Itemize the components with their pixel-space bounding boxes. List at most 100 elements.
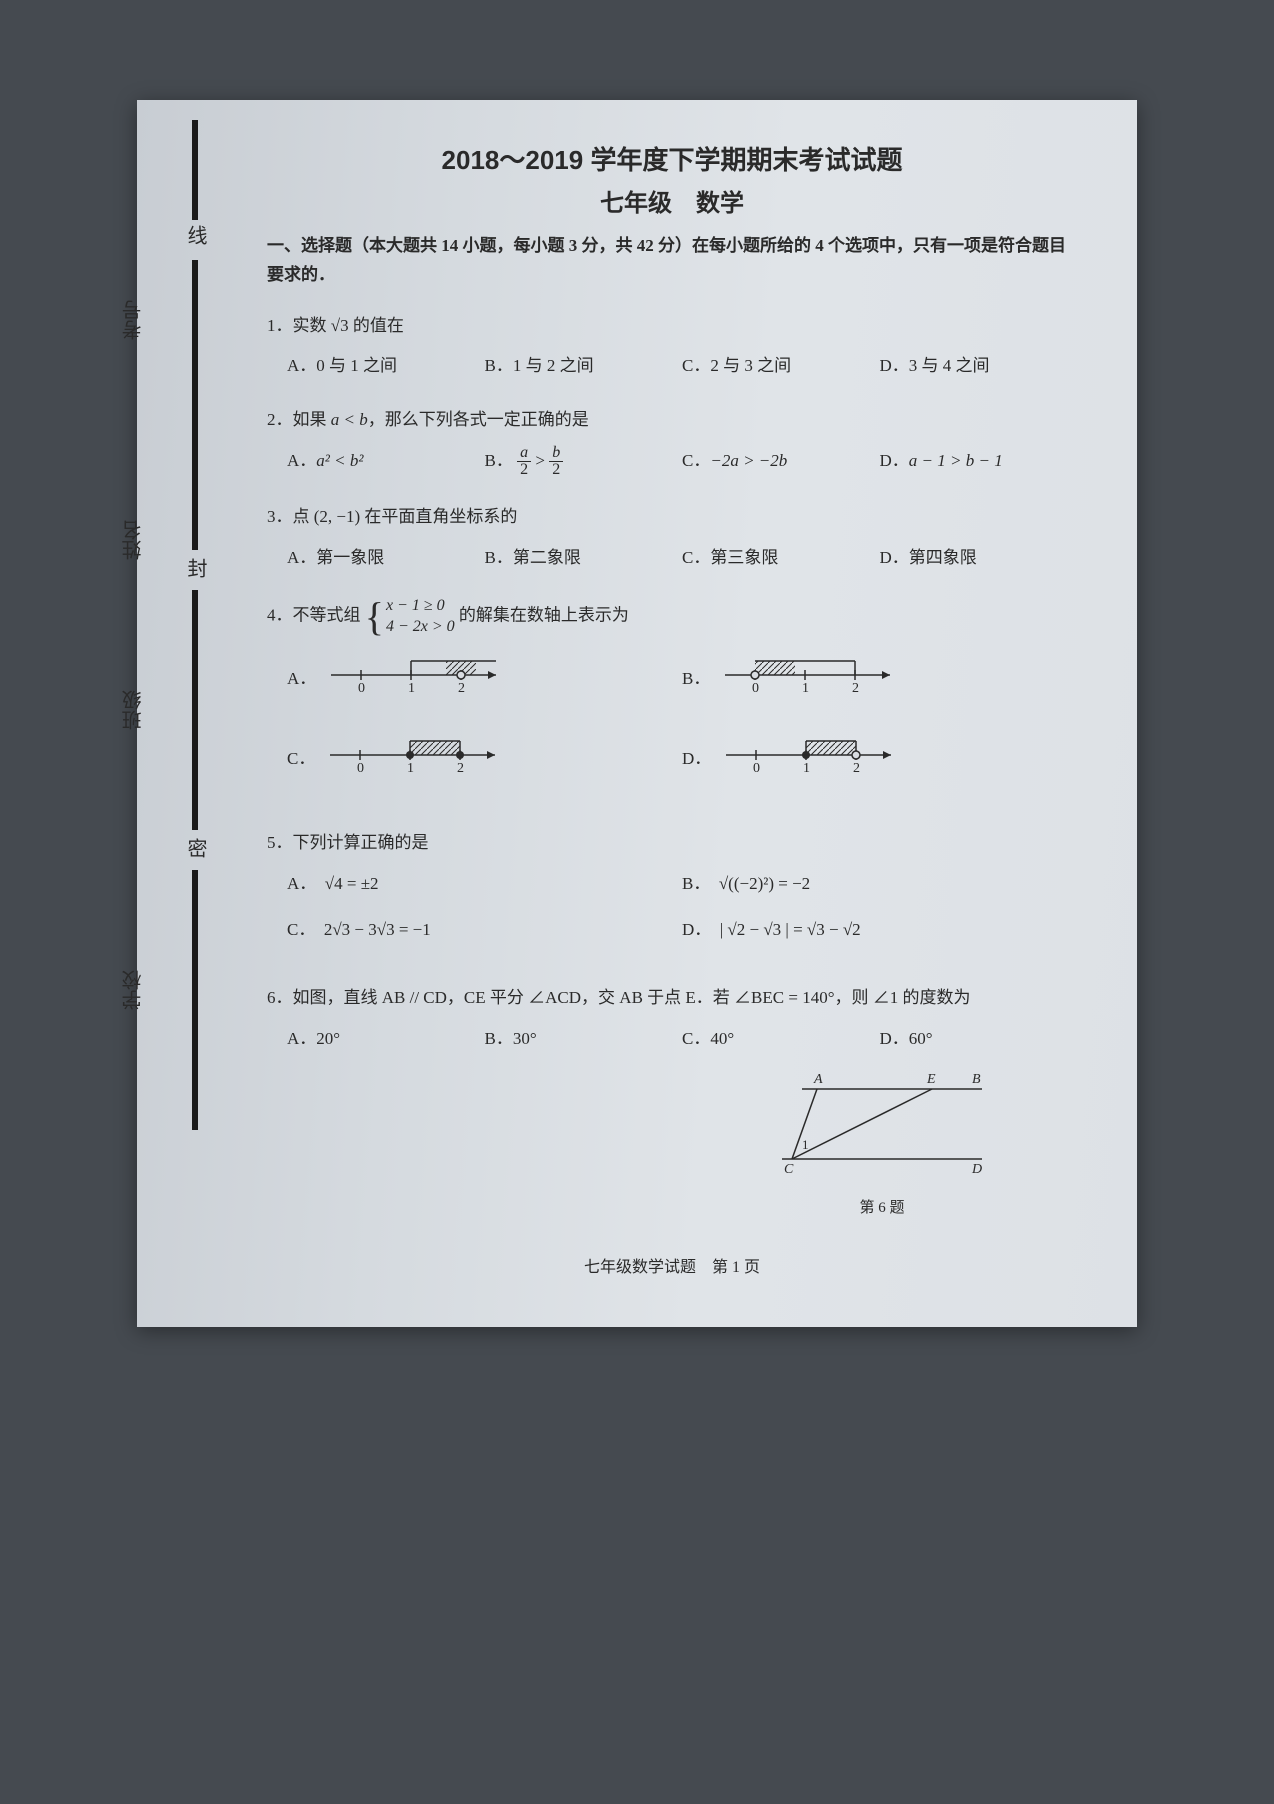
q4-stem: 4．不等式组 { x − 1 ≥ 0 4 − 2x > 0 的解集在数轴上表示为 bbox=[267, 596, 1077, 638]
q3-opt-c: C．第三象限 bbox=[682, 542, 880, 574]
q4-opt-d: D． 0 1 2 bbox=[682, 725, 1077, 775]
q2-b-frac-right: b 2 bbox=[549, 445, 563, 480]
numberline-a: 0 1 2 bbox=[326, 645, 506, 695]
q5-stem: 5．下列计算正确的是 bbox=[267, 827, 1077, 859]
svg-text:0: 0 bbox=[753, 761, 760, 775]
brace-icon: { bbox=[365, 597, 384, 637]
q2-stem-prefix: 2．如果 bbox=[267, 410, 331, 429]
svg-text:0: 0 bbox=[357, 761, 364, 775]
svg-text:1: 1 bbox=[803, 761, 810, 775]
question-4: 4．不等式组 { x − 1 ≥ 0 4 − 2x > 0 的解集在数轴上表示为… bbox=[267, 596, 1077, 806]
binding-line bbox=[192, 870, 198, 1130]
q2-a-expr: a² < b² bbox=[316, 451, 363, 470]
q4-stem-prefix: 4．不等式组 bbox=[267, 606, 365, 625]
section-instructions: 一、选择题（本大题共 14 小题，每小题 3 分，共 42 分）在每小题所给的 … bbox=[267, 232, 1077, 290]
q1-opt-c: C．2 与 3 之间 bbox=[682, 350, 880, 382]
exam-page: 考号 姓名 班级 学校 线 封 密 2018～2019 学年度下学期期末考试试题… bbox=[137, 100, 1137, 1327]
q3-opt-a: A．第一象限 bbox=[287, 542, 485, 574]
q5-c-expr: 2√3 − 3√3 = −1 bbox=[324, 920, 431, 939]
fig-label-angle1: 1 bbox=[802, 1137, 809, 1152]
q2-b-num2: b bbox=[549, 445, 563, 463]
binding-label-xian: 线 bbox=[181, 225, 210, 247]
q2-b-frac-left: a 2 bbox=[517, 445, 531, 480]
page-subtitle: 七年级 数学 bbox=[267, 183, 1077, 218]
q2-b-cmp: > bbox=[535, 451, 545, 470]
q2-b-den2: 2 bbox=[549, 462, 563, 479]
question-3: 3．点 (2, −1) 在平面直角坐标系的 A．第一象限 B．第二象限 C．第三… bbox=[267, 501, 1077, 574]
fig-label-d: D bbox=[971, 1162, 982, 1177]
binding-strip: 线 封 密 bbox=[167, 120, 217, 1307]
fig-label-c: C bbox=[784, 1162, 794, 1177]
q2-b-num1: a bbox=[517, 445, 531, 463]
q2-opt-a: A．a² < b² bbox=[287, 445, 485, 480]
side-label-examno: 考号 bbox=[119, 300, 148, 340]
q5-a-expr: √4 = ±2 bbox=[325, 874, 379, 893]
svg-text:2: 2 bbox=[852, 681, 859, 695]
q2-c-expr: −2a > −2b bbox=[710, 451, 787, 470]
question-6: 6．如图，直线 AB // CD，CE 平分 ∠ACD，交 AB 于点 E．若 … bbox=[267, 982, 1077, 1222]
q5-opt-b: B． √((−2)²) = −2 bbox=[682, 868, 1077, 900]
q1-stem: 1．实数 √3 的值在 bbox=[267, 310, 1077, 342]
numberline-d: 0 1 2 bbox=[721, 725, 901, 775]
q4-sys-line1: x − 1 ≥ 0 bbox=[386, 596, 455, 617]
q1-opt-b: B．1 与 2 之间 bbox=[485, 350, 683, 382]
q5-options: A． √4 = ±2 B． √((−2)²) = −2 C． 2√3 − 3√3… bbox=[267, 868, 1077, 961]
q5-opt-d: D． | √2 − √3 | = √3 − √2 bbox=[682, 914, 1077, 946]
q5-d-expr: | √2 − √3 | = √3 − √2 bbox=[720, 920, 861, 939]
fig-label-b: B bbox=[972, 1072, 981, 1087]
q4-opt-c: C． 0 1 2 bbox=[287, 725, 682, 775]
q2-ineq: a < b bbox=[331, 410, 368, 429]
question-1: 1．实数 √3 的值在 A．0 与 1 之间 B．1 与 2 之间 C．2 与 … bbox=[267, 310, 1077, 383]
q2-opt-c: C．−2a > −2b bbox=[682, 445, 880, 480]
svg-text:1: 1 bbox=[802, 681, 809, 695]
svg-text:0: 0 bbox=[752, 681, 759, 695]
binding-line bbox=[192, 120, 198, 220]
numberline-b: 0 1 2 bbox=[720, 645, 900, 695]
q4-sys-lines: x − 1 ≥ 0 4 − 2x > 0 bbox=[386, 596, 455, 638]
q2-opt-d: D．a − 1 > b − 1 bbox=[880, 445, 1078, 480]
q2-opt-b: B． a 2 > b 2 bbox=[485, 445, 683, 480]
page-title: 2018～2019 学年度下学期期末考试试题 bbox=[267, 140, 1077, 177]
binding-label-mi: 密 bbox=[181, 838, 210, 860]
svg-text:2: 2 bbox=[457, 761, 464, 775]
fig-label-e: E bbox=[926, 1072, 936, 1087]
binding-line bbox=[192, 260, 198, 550]
q6-opt-d: D．60° bbox=[880, 1023, 1078, 1055]
q2-options: A．a² < b² B． a 2 > b 2 C．−2a > −2b D．a −… bbox=[267, 445, 1077, 480]
q3-opt-d: D．第四象限 bbox=[880, 542, 1078, 574]
q6-figure: A E B C D 1 第 6 题 bbox=[267, 1069, 1077, 1223]
fig-label-a: A bbox=[813, 1072, 823, 1087]
q4-a-label: A． bbox=[287, 663, 316, 695]
q4-options: A． 0 1 2 bbox=[267, 645, 1077, 805]
svg-text:2: 2 bbox=[458, 681, 465, 695]
q5-opt-c: C． 2√3 − 3√3 = −1 bbox=[287, 914, 682, 946]
q6-options: A．20° B．30° C．40° D．60° bbox=[267, 1023, 1077, 1055]
q1-opt-a: A．0 与 1 之间 bbox=[287, 350, 485, 382]
q4-d-label: D． bbox=[682, 743, 711, 775]
q4-sys-line2: 4 − 2x > 0 bbox=[386, 617, 455, 638]
numberline-c: 0 1 2 bbox=[325, 725, 505, 775]
q6-opt-b: B．30° bbox=[485, 1023, 683, 1055]
q3-options: A．第一象限 B．第二象限 C．第三象限 D．第四象限 bbox=[267, 542, 1077, 574]
q1-options: A．0 与 1 之间 B．1 与 2 之间 C．2 与 3 之间 D．3 与 4… bbox=[267, 350, 1077, 382]
q4-opt-a: A． 0 1 2 bbox=[287, 645, 682, 695]
q4-system: { x − 1 ≥ 0 4 − 2x > 0 bbox=[365, 596, 455, 638]
svg-text:1: 1 bbox=[407, 761, 414, 775]
q4-c-label: C． bbox=[287, 743, 315, 775]
q4-stem-suffix: 的解集在数轴上表示为 bbox=[459, 606, 629, 625]
q1-opt-d: D．3 与 4 之间 bbox=[880, 350, 1078, 382]
q4-b-label: B． bbox=[682, 663, 710, 695]
binding-label-feng: 封 bbox=[181, 558, 210, 580]
q5-opt-a: A． √4 = ±2 bbox=[287, 868, 682, 900]
q2-d-expr: a − 1 > b − 1 bbox=[909, 451, 1003, 470]
svg-text:0: 0 bbox=[358, 681, 365, 695]
svg-text:2: 2 bbox=[853, 761, 860, 775]
page-footer: 七年级数学试题 第 1 页 bbox=[267, 1253, 1077, 1277]
q2-stem-suffix: ，那么下列各式一定正确的是 bbox=[368, 410, 589, 429]
q5-b-expr: √((−2)²) = −2 bbox=[719, 874, 810, 893]
q2-b-den1: 2 bbox=[517, 462, 531, 479]
q6-opt-a: A．20° bbox=[287, 1023, 485, 1055]
side-label-strip: 考号 姓名 班级 学校 bbox=[119, 100, 149, 1327]
q3-stem: 3．点 (2, −1) 在平面直角坐标系的 bbox=[267, 501, 1077, 533]
svg-text:1: 1 bbox=[408, 681, 415, 695]
